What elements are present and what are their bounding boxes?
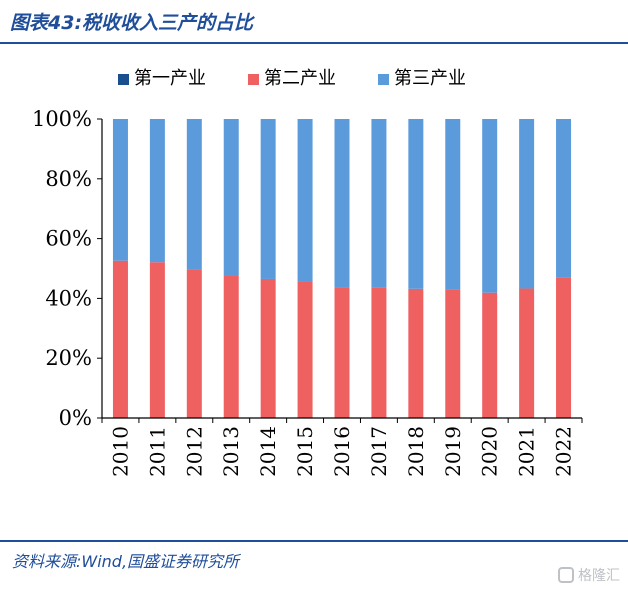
bar-segment bbox=[408, 288, 424, 418]
source-note: 资料来源:Wind,国盛证券研究所 bbox=[12, 552, 240, 571]
y-tick-label: 20% bbox=[45, 346, 92, 370]
x-tick-label: 2019 bbox=[441, 426, 465, 477]
y-tick-label: 0% bbox=[59, 406, 92, 430]
y-tick-label: 80% bbox=[45, 167, 92, 191]
bar-segment bbox=[186, 119, 202, 270]
bar-segment bbox=[149, 262, 165, 418]
figure-title: 图表43:税收收入三产的占比 bbox=[10, 12, 254, 34]
legend-label: 第一产业 bbox=[134, 68, 206, 89]
bar-segment bbox=[334, 287, 350, 418]
legend-swatch bbox=[118, 74, 129, 85]
legend-swatch bbox=[378, 74, 389, 85]
x-tick-label: 2015 bbox=[293, 426, 317, 477]
title-rule bbox=[0, 42, 628, 44]
watermark-logo-icon bbox=[558, 567, 574, 583]
bar-segment bbox=[556, 119, 572, 278]
bar-segment bbox=[445, 119, 461, 290]
bar-segment bbox=[445, 289, 461, 418]
x-tick-label: 2012 bbox=[182, 426, 206, 477]
bar-segment bbox=[186, 269, 202, 418]
x-tick-label: 2010 bbox=[108, 426, 132, 477]
x-tick-label: 2011 bbox=[145, 426, 169, 477]
x-tick-label: 2013 bbox=[219, 426, 243, 477]
legend-label: 第二产业 bbox=[264, 68, 336, 89]
bar-segment bbox=[149, 119, 165, 263]
bar-segment bbox=[556, 277, 572, 418]
bar-segment bbox=[223, 275, 239, 418]
bar-segment bbox=[223, 119, 239, 276]
watermark-text: 格隆汇 bbox=[578, 568, 620, 584]
x-tick-label: 2014 bbox=[256, 426, 280, 477]
bars-group bbox=[112, 119, 572, 418]
y-tick-label: 40% bbox=[45, 286, 92, 310]
bar-segment bbox=[112, 260, 128, 418]
bar-segment bbox=[112, 119, 128, 261]
bar-segment bbox=[260, 278, 276, 418]
bar-segment bbox=[260, 119, 276, 279]
watermark: 格隆汇 bbox=[558, 565, 620, 585]
x-tick-label: 2018 bbox=[404, 426, 428, 477]
legend-label: 第三产业 bbox=[394, 68, 466, 89]
bar-segment bbox=[482, 292, 498, 418]
bar-segment bbox=[334, 119, 350, 288]
y-tick-label: 60% bbox=[45, 227, 92, 251]
bar-segment bbox=[519, 288, 535, 418]
x-tick-label: 2020 bbox=[478, 426, 502, 477]
stacked-bar-chart: 第一产业 第二产业 第三产业 0% 20% 40% 60% 80% 100% 2010 2011… bbox=[32, 68, 583, 477]
x-tick-label: 2017 bbox=[367, 426, 391, 477]
bar-segment bbox=[371, 119, 387, 288]
x-tick-label: 2016 bbox=[330, 426, 354, 477]
chart-legend: 第一产业 第二产业 第三产业 bbox=[118, 68, 466, 89]
x-axis: 2010 2011 2012 2013 2014 2015 2016 2017 2018 2019… bbox=[101, 417, 583, 477]
legend-swatch bbox=[248, 74, 259, 85]
bar-segment bbox=[482, 119, 498, 293]
x-tick-label: 2022 bbox=[552, 426, 576, 477]
bar-segment bbox=[408, 119, 424, 289]
bar-segment bbox=[519, 119, 535, 289]
source-rule bbox=[0, 540, 628, 542]
y-tick-label: 100% bbox=[32, 107, 92, 131]
bar-segment bbox=[297, 281, 313, 418]
y-axis: 0% 20% 40% 60% 80% 100% bbox=[32, 107, 103, 430]
bar-segment bbox=[371, 287, 387, 418]
bar-segment bbox=[297, 119, 313, 282]
x-tick-label: 2021 bbox=[515, 426, 539, 477]
